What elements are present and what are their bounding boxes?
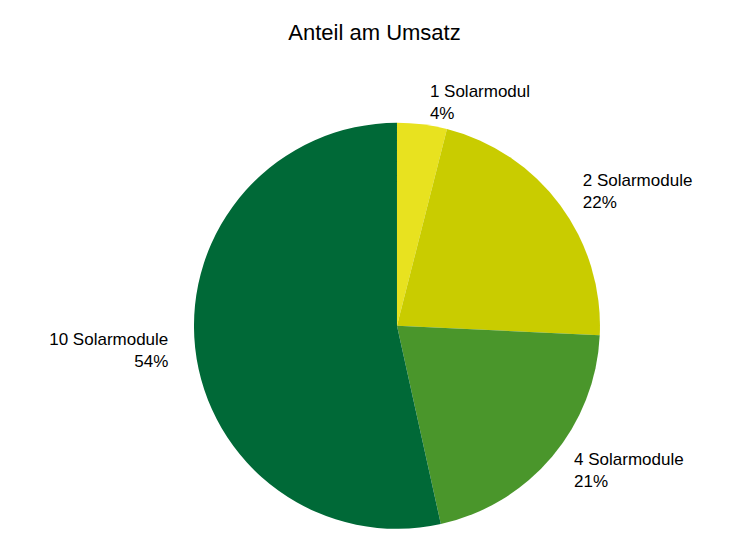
svg-text:4 Solarmodule: 4 Solarmodule bbox=[574, 450, 684, 469]
svg-text:4%: 4% bbox=[430, 104, 455, 123]
svg-text:21%: 21% bbox=[574, 472, 608, 491]
svg-text:Anteil am Umsatz: Anteil am Umsatz bbox=[288, 20, 460, 45]
svg-text:10 Solarmodule: 10 Solarmodule bbox=[49, 330, 168, 349]
svg-text:22%: 22% bbox=[583, 193, 617, 212]
svg-text:1 Solarmodul: 1 Solarmodul bbox=[430, 82, 530, 101]
svg-text:54%: 54% bbox=[134, 352, 168, 371]
svg-text:2 Solarmodule: 2 Solarmodule bbox=[583, 171, 693, 190]
